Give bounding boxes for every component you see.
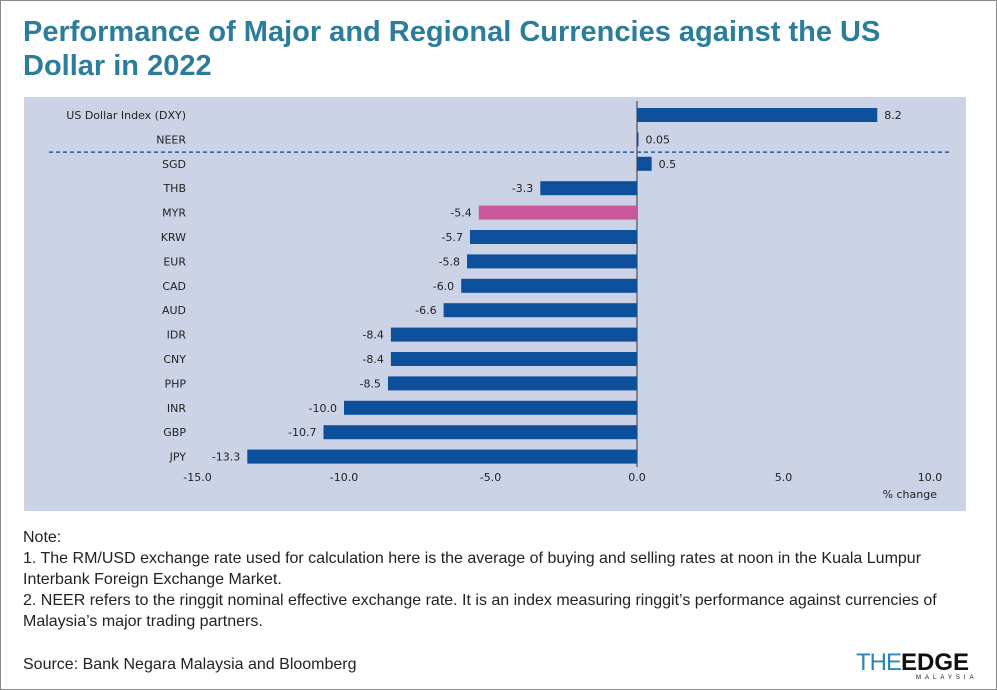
value-label: 0.05 (645, 133, 670, 146)
value-label: 8.2 (884, 109, 902, 122)
category-label: CNY (163, 353, 186, 366)
the-edge-logo: THEEDGE MALAYSIA (856, 649, 974, 681)
logo-the: THE (856, 649, 902, 676)
category-label: JPY (169, 451, 187, 464)
bar-neer (637, 132, 639, 147)
category-label: PHP (164, 377, 186, 390)
value-label: -13.3 (212, 451, 240, 464)
x-tick-label: -5.0 (480, 471, 501, 484)
note-2: 2. NEER refers to the ringgit nominal ef… (23, 592, 937, 630)
value-label: -8.5 (359, 377, 380, 390)
bar-krw (469, 230, 637, 244)
value-label: -8.4 (362, 329, 383, 342)
bar-cad (461, 278, 637, 293)
bar-idr (390, 327, 637, 342)
category-label: MYR (162, 207, 186, 220)
category-label: THB (162, 182, 186, 195)
bar-eur (467, 254, 637, 269)
category-label: EUR (163, 255, 186, 268)
plot-area: US Dollar Index (DXY) 8.2 NEER 0.05 SGD 0.5 TH… (24, 97, 966, 511)
logo-sub: MALAYSIA (916, 675, 978, 681)
chart-title: Performance of Major and Regional Curren… (23, 16, 881, 82)
category-label: NEER (156, 133, 186, 146)
value-label: -5.8 (439, 255, 460, 268)
category-label: KRW (161, 231, 186, 244)
bar-chart: US Dollar Index (DXY) 8.2 NEER 0.05 SGD 0.5 TH… (49, 101, 952, 501)
value-label: -3.3 (512, 182, 533, 195)
bar-myr (478, 205, 637, 220)
notes: Note: 1. The RM/USD exchange rate used f… (23, 527, 983, 632)
category-label: CAD (162, 280, 186, 293)
bar-php (387, 376, 637, 391)
value-label: -10.0 (309, 402, 337, 415)
category-label: SGD (162, 158, 186, 171)
category-label: IDR (167, 329, 187, 342)
x-tick-label: -10.0 (330, 471, 358, 484)
value-label: -6.6 (415, 304, 436, 317)
bar-aud (443, 303, 637, 318)
value-label: -6.0 (433, 280, 454, 293)
value-label: -10.7 (288, 426, 316, 439)
logo-edge: EDGE (901, 649, 970, 676)
notes-heading: Note: (23, 529, 62, 546)
value-label: -5.7 (442, 231, 463, 244)
bar-sgd (637, 156, 652, 171)
value-label: -5.4 (450, 207, 471, 220)
category-label: US Dollar Index (DXY) (66, 109, 186, 122)
bar-inr (344, 400, 637, 415)
x-axis-label: % change (883, 488, 938, 501)
x-tick-label: 5.0 (775, 471, 793, 484)
bar-cny (390, 352, 637, 366)
bar-thb (540, 181, 637, 196)
source: Source: Bank Negara Malaysia and Bloombe… (23, 656, 357, 673)
x-tick-label: 10.0 (918, 471, 943, 484)
x-tick-label: 0.0 (628, 471, 646, 484)
category-label: INR (167, 402, 186, 415)
bar-gbp (323, 425, 637, 440)
bar-jpy (247, 449, 637, 464)
category-label: AUD (162, 304, 186, 317)
value-label: -8.4 (362, 353, 383, 366)
note-1: 1. The RM/USD exchange rate used for cal… (23, 550, 922, 588)
value-label: 0.5 (659, 158, 677, 171)
x-tick-label: -15.0 (183, 471, 211, 484)
category-label: GBP (163, 426, 186, 439)
bar-us-dollar-index-dxy- (637, 108, 878, 122)
